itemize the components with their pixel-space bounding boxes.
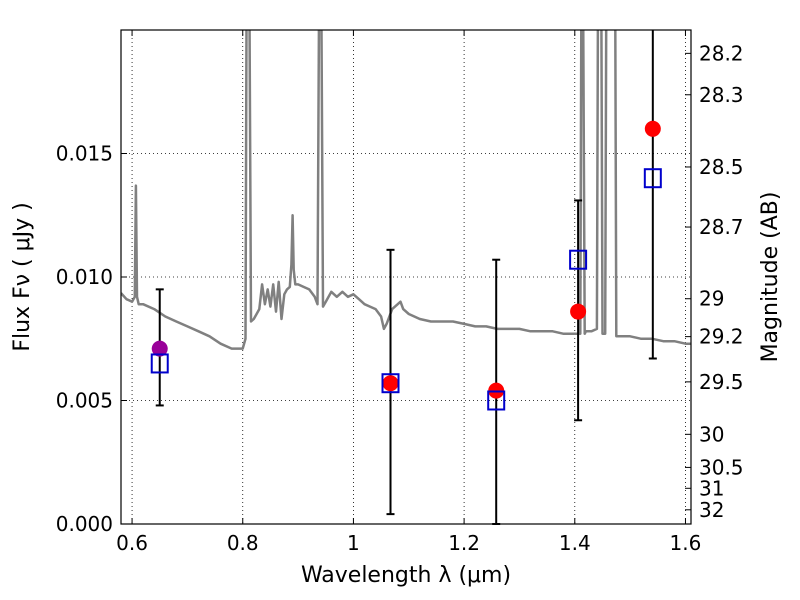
y-tick-label: 0.010 — [56, 265, 113, 289]
y-axis-label: Flux Fν ( μJy ) — [10, 202, 35, 351]
magnitude-tick-label: 30 — [699, 422, 724, 446]
x-axis: 0.6 0.8 1 1.2 1.4 1.6 — [116, 30, 701, 555]
observed-flux-point — [381, 373, 400, 394]
x-tick-label: 1.4 — [559, 531, 591, 555]
magnitude-tick-label: 31 — [699, 476, 724, 500]
observed-flux-point — [150, 353, 169, 374]
x-tick-label: 0.6 — [116, 531, 148, 555]
x-tick-label: 1 — [347, 531, 360, 555]
observed-flux-point — [487, 390, 506, 411]
model-spectrum-line — [121, 30, 691, 350]
magnitude-tick-label: 30.5 — [699, 455, 744, 479]
magnitude-axis-label: Magnitude (AB) — [758, 192, 783, 363]
y-tick-label: 0.015 — [56, 142, 113, 166]
observed-flux-point — [643, 168, 662, 189]
x-axis-label: Wavelength λ (μm) — [301, 563, 511, 588]
x-tick-label: 1.2 — [448, 531, 480, 555]
model-photometry-point — [382, 375, 399, 392]
model-photometry-point — [151, 340, 168, 357]
x-tick-label: 0.8 — [227, 531, 259, 555]
y-tick-label: 0.000 — [56, 512, 113, 536]
magnitude-tick-label: 28.3 — [699, 83, 744, 107]
model-photometry-point — [644, 120, 661, 137]
observed-flux-point — [569, 249, 588, 270]
magnitude-tick-label: 32 — [699, 498, 724, 522]
y-axis: 0.000 0.005 0.010 0.015 — [56, 142, 127, 536]
magnitude-tick-label: 28.5 — [699, 155, 744, 179]
x-tick-label: 1.6 — [670, 531, 702, 555]
magnitude-tick-label: 29 — [699, 287, 724, 311]
magnitude-tick-label: 29.5 — [699, 370, 744, 394]
model-spectrum — [121, 30, 691, 350]
magnitude-tick-label: 28.2 — [699, 41, 744, 65]
y-tick-label: 0.005 — [56, 389, 113, 413]
magnitude-tick-label: 28.7 — [699, 215, 744, 239]
magnitude-tick-label: 29.2 — [699, 325, 744, 349]
model-photometry-point — [570, 303, 587, 320]
markers — [150, 120, 662, 411]
